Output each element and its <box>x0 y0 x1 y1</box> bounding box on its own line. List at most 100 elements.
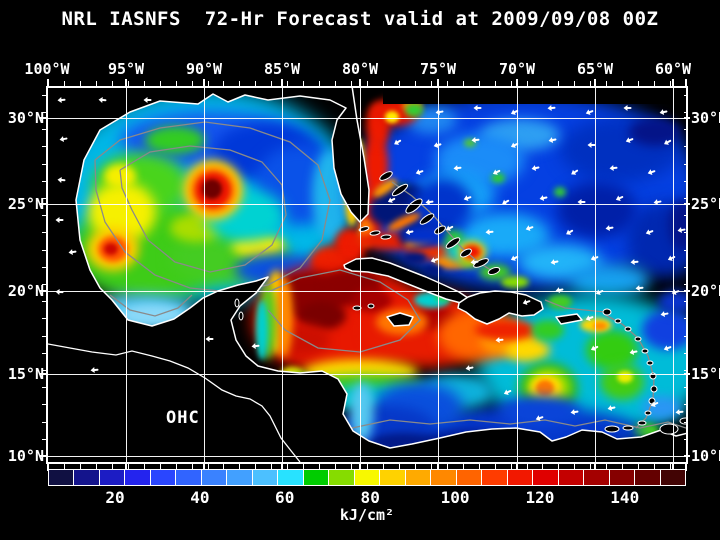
land-polygon <box>48 88 686 462</box>
colorbar-tick-label: 40 <box>190 488 210 507</box>
colorbar-cell <box>456 470 482 485</box>
longitude-tick-label: 90°W <box>185 60 223 78</box>
minor-tick-left <box>42 112 46 113</box>
minor-tick-left <box>42 318 46 319</box>
colorbar-tick-label: 120 <box>525 488 555 507</box>
minor-tick-top <box>64 81 65 86</box>
current-vector-arrow <box>577 199 586 205</box>
longitude-tick-label: 80°W <box>341 60 379 78</box>
latitude-tick-label: 25°N <box>691 195 720 213</box>
minor-tick-top <box>383 81 384 86</box>
minor-tick-left <box>42 301 46 302</box>
island <box>487 267 501 275</box>
land-polygon <box>386 312 414 327</box>
minor-tick-top <box>303 81 304 86</box>
minor-tick-top <box>479 81 480 86</box>
ocean-blob <box>532 320 564 340</box>
colorbar <box>48 469 686 486</box>
minor-tick-top <box>431 81 432 86</box>
minor-tick-bottom <box>670 464 671 469</box>
gridline-parallel <box>48 374 686 375</box>
minor-tick-right <box>684 146 688 147</box>
colorbar-tick-label: 100 <box>440 488 470 507</box>
island <box>679 417 686 425</box>
current-vector-arrow <box>623 105 632 111</box>
longitude-tick-label: 75°W <box>419 60 457 78</box>
major-tick-top <box>47 79 49 86</box>
minor-tick-left <box>42 129 46 130</box>
minor-tick-top <box>622 81 623 86</box>
region-label: OHC <box>166 408 200 428</box>
current-vector-arrow <box>56 290 64 294</box>
minor-tick-top <box>654 81 655 86</box>
colorbar-tick-label: 140 <box>610 488 640 507</box>
major-tick-bottom <box>47 464 49 471</box>
colorbar-cell <box>660 470 686 485</box>
ocean-blob <box>385 111 399 123</box>
minor-tick-bottom <box>96 464 97 469</box>
minor-tick-top <box>335 81 336 86</box>
ocean-blob <box>475 320 535 340</box>
colorbar-cell <box>201 470 227 485</box>
minor-tick-top <box>399 81 400 86</box>
minor-tick-left <box>42 284 46 285</box>
minor-tick-left <box>42 353 46 354</box>
gridline-meridian <box>282 88 283 462</box>
minor-tick-left <box>42 267 46 268</box>
current-vector-arrow <box>587 142 596 148</box>
minor-tick-top <box>415 81 416 86</box>
latitude-tick-label: 10°N <box>7 447 44 465</box>
minor-tick-top <box>351 81 352 86</box>
minor-tick-top <box>287 81 288 86</box>
minor-tick-left <box>42 164 46 165</box>
minor-tick-right <box>684 301 688 302</box>
minor-tick-left <box>42 198 46 199</box>
minor-tick-left <box>42 404 46 405</box>
minor-tick-bottom <box>542 464 543 469</box>
major-tick-bottom <box>672 464 674 471</box>
minor-tick-right <box>684 353 688 354</box>
minor-tick-top <box>558 81 559 86</box>
contour-line <box>119 145 287 273</box>
longitude-tick-label: 95°W <box>107 60 145 78</box>
minor-tick-left <box>42 232 46 233</box>
island <box>634 336 642 342</box>
minor-tick-bottom <box>239 464 240 469</box>
gridline-meridian <box>438 88 439 462</box>
minor-tick-top <box>160 81 161 86</box>
island <box>391 183 409 197</box>
island <box>358 226 370 232</box>
major-tick-right <box>684 117 690 119</box>
current-vector-arrow <box>205 336 214 342</box>
gridline-meridian <box>673 88 674 462</box>
ocean-blob <box>501 276 529 288</box>
island <box>234 298 240 308</box>
island <box>380 234 392 240</box>
island <box>379 171 393 181</box>
minor-tick-top <box>319 81 320 86</box>
minor-tick-bottom <box>335 464 336 469</box>
island <box>604 425 620 433</box>
latitude-tick-label: 20°N <box>7 282 44 300</box>
major-tick-bottom <box>281 464 283 471</box>
island <box>646 360 654 366</box>
colorbar-cell <box>150 470 176 485</box>
minor-tick-right <box>684 181 688 182</box>
minor-tick-bottom <box>383 464 384 469</box>
minor-tick-right <box>684 164 688 165</box>
bathymetry-contours <box>94 121 686 429</box>
island <box>369 230 381 236</box>
major-tick-top <box>516 79 518 86</box>
contour-line <box>109 294 193 317</box>
minor-tick-right <box>684 95 688 96</box>
minor-tick-bottom <box>208 464 209 469</box>
minor-tick-top <box>574 81 575 86</box>
ocean-blob <box>145 126 205 154</box>
island <box>473 258 489 268</box>
minor-tick-right <box>684 198 688 199</box>
island <box>650 385 658 393</box>
minor-tick-left <box>42 387 46 388</box>
gridline-meridian <box>517 88 518 462</box>
ocean-blob <box>491 173 505 183</box>
minor-tick-bottom <box>287 464 288 469</box>
